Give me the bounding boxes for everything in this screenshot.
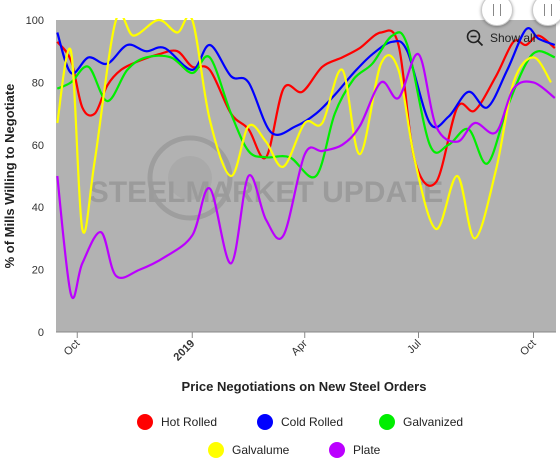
legend-swatch-icon bbox=[257, 414, 273, 430]
legend-item-hot-rolled[interactable]: Hot Rolled bbox=[137, 414, 217, 430]
legend-swatch-icon bbox=[329, 442, 345, 458]
range-handle-left[interactable] bbox=[481, 0, 513, 26]
y-tick-label: 60 bbox=[32, 140, 44, 152]
x-axis-title: Price Negotiations on New Steel Orders bbox=[182, 379, 427, 394]
y-axis-title: % of Mills Willing to Negotiate bbox=[2, 84, 17, 269]
x-axis: Oct 2019 Apr Jul Oct bbox=[62, 332, 539, 363]
handle-grip-icon bbox=[544, 4, 552, 16]
y-tick-label: 0 bbox=[38, 327, 44, 339]
legend-item-plate[interactable]: Plate bbox=[329, 442, 380, 458]
watermark-text: STEELMARKET UPDATE bbox=[89, 176, 443, 209]
legend-swatch-icon bbox=[137, 414, 153, 430]
plot-area bbox=[56, 20, 556, 332]
x-tick-label: Apr bbox=[289, 337, 310, 358]
series-line-hot-rolled[interactable] bbox=[56, 29, 556, 187]
legend-item-galvalume[interactable]: Galvalume bbox=[208, 442, 289, 458]
y-tick-label: 80 bbox=[32, 77, 44, 89]
handle-grip-icon bbox=[493, 4, 501, 16]
range-handle-right[interactable] bbox=[532, 0, 560, 26]
series-line-galvanized[interactable] bbox=[56, 31, 556, 179]
legend-label: Galvanized bbox=[403, 415, 464, 429]
legend-swatch-icon bbox=[379, 414, 395, 430]
legend-label: Plate bbox=[353, 443, 381, 457]
y-tick-label: 100 bbox=[26, 15, 44, 27]
x-tick-label: Oct bbox=[518, 338, 539, 359]
legend-label: Galvalume bbox=[232, 443, 290, 457]
x-tick-label: Jul bbox=[405, 338, 423, 356]
zoom-out-icon bbox=[466, 29, 484, 47]
x-tick-label: Oct bbox=[62, 338, 83, 359]
legend-label: Hot Rolled bbox=[161, 415, 218, 429]
legend-row-2: Galvalume Plate bbox=[0, 442, 560, 466]
series-line-galvalume[interactable] bbox=[56, 14, 552, 240]
legend-item-galvanized[interactable]: Galvanized bbox=[379, 414, 463, 430]
series-layer bbox=[56, 14, 556, 299]
legend-label: Cold Rolled bbox=[281, 415, 344, 429]
series-line-plate[interactable] bbox=[56, 53, 556, 299]
show-all-button[interactable]: Show all bbox=[466, 29, 535, 47]
watermark: STEELMARKET UPDATE bbox=[89, 135, 443, 221]
y-axis: 0 20 40 60 80 100 bbox=[26, 15, 556, 339]
legend-row-1: Hot Rolled Cold Rolled Galvanized bbox=[0, 414, 560, 438]
show-all-label: Show all bbox=[490, 31, 536, 45]
x-tick-label: 2019 bbox=[172, 338, 198, 364]
series-line-cold-rolled[interactable] bbox=[56, 27, 556, 136]
y-tick-label: 20 bbox=[32, 265, 44, 277]
legend-item-cold-rolled[interactable]: Cold Rolled bbox=[257, 414, 343, 430]
legend-swatch-icon bbox=[208, 442, 224, 458]
y-tick-label: 40 bbox=[32, 202, 44, 214]
